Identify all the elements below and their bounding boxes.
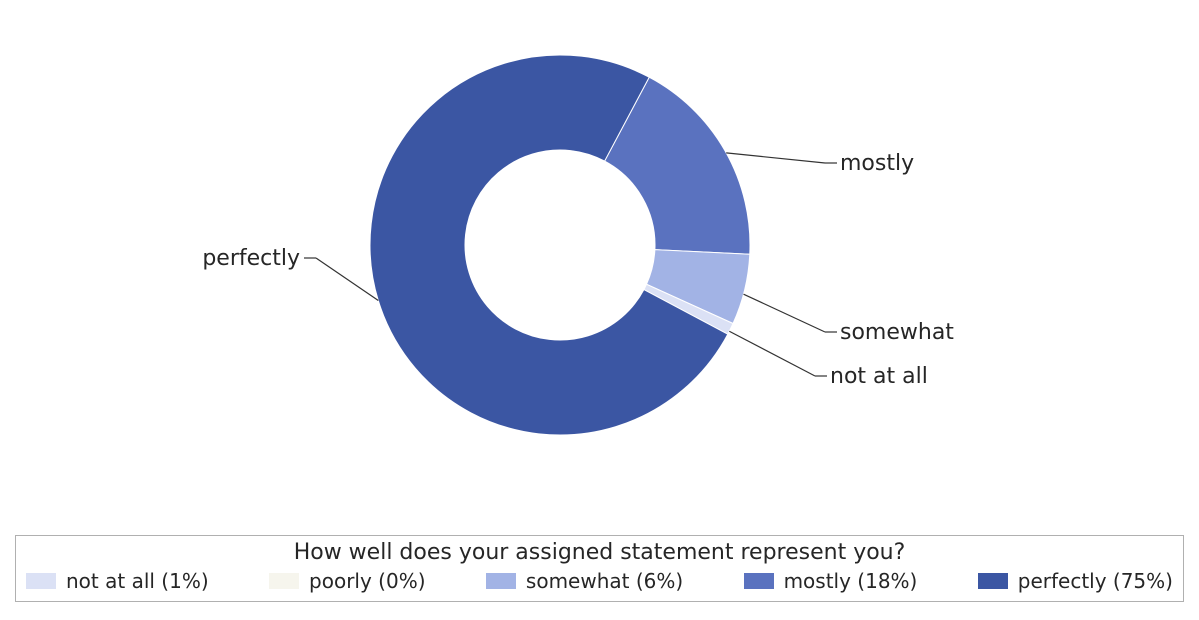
legend-item: not at all (1%) [26, 569, 209, 593]
legend-swatch [978, 573, 1008, 589]
legend-label: somewhat (6%) [526, 569, 683, 593]
legend-items: not at all (1%) poorly (0%) somewhat (6%) m… [26, 569, 1173, 593]
legend-item: poorly (0%) [269, 569, 425, 593]
leader-line-mostly [726, 153, 825, 163]
leader-line-somewhat [744, 294, 825, 332]
legend-label: not at all (1%) [66, 569, 209, 593]
legend-item: mostly (18%) [744, 569, 918, 593]
slice-label-somewhat: somewhat [840, 320, 954, 345]
donut-chart-figure: mostly somewhat not at all perfectly How we… [0, 0, 1199, 620]
legend-swatch [744, 573, 774, 589]
leader-line-not_at_all [729, 331, 815, 376]
legend-swatch [486, 573, 516, 589]
legend-box: How well does your assigned statement re… [15, 535, 1184, 602]
slice-label-not_at_all: not at all [830, 364, 928, 389]
slice-label-mostly: mostly [840, 151, 914, 176]
legend-swatch [26, 573, 56, 589]
legend-title: How well does your assigned statement re… [26, 540, 1173, 565]
legend-item: perfectly (75%) [978, 569, 1173, 593]
donut-chart-svg: mostly somewhat not at all perfectly [0, 0, 1199, 530]
leader-line-perfectly [316, 258, 378, 301]
legend-item: somewhat (6%) [486, 569, 683, 593]
legend-swatch [269, 573, 299, 589]
legend-label: poorly (0%) [309, 569, 425, 593]
legend-label: perfectly (75%) [1018, 569, 1173, 593]
legend-label: mostly (18%) [784, 569, 918, 593]
slice-label-perfectly: perfectly [202, 246, 300, 271]
